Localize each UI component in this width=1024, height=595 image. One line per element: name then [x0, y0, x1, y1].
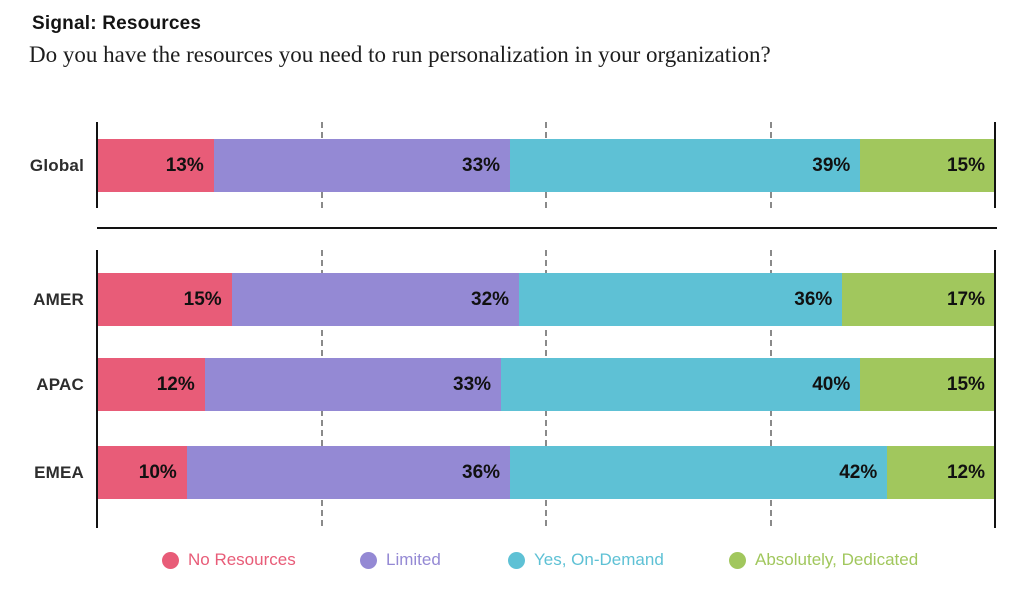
chart-title: Signal: Resources: [32, 13, 202, 34]
legend-label: Absolutely, Dedicated: [755, 550, 919, 569]
bar-row-amer: 15% 32% 36% 17%: [97, 273, 995, 326]
segment-value-label: 13%: [165, 154, 204, 176]
axis-line-left: [96, 122, 98, 208]
legend-dot-icon: [360, 551, 377, 569]
row-label-amer: AMER: [33, 290, 84, 309]
legend-dot-icon: [729, 551, 746, 569]
row-label-apac: APAC: [36, 375, 84, 394]
bar-segment-yes-on-demand: 42%: [510, 446, 888, 499]
bar-segment-limited: 33%: [213, 139, 511, 192]
regions-section: AMER APAC EMEA 15% 32% 36% 17% 12% 33% 40% 15% 10% 3…: [0, 250, 1024, 528]
plot-area-global: 13% 33% 39% 15%: [96, 122, 996, 208]
chart-legend: No Resources Limited Yes, On-Demand Absolut…: [0, 550, 1024, 570]
bar-segment-limited: 36%: [186, 446, 511, 499]
bar-segment-yes-on-demand: 39%: [510, 139, 861, 192]
bar-segment-absolutely-dedicated: 17%: [842, 273, 995, 326]
axis-line-right: [994, 250, 996, 528]
bar-segment-absolutely-dedicated: 15%: [860, 358, 995, 411]
bar-row-apac: 12% 33% 40% 15%: [97, 358, 995, 411]
plot-area-regions: 15% 32% 36% 17% 12% 33% 40% 15% 10% 36% 42% 12%: [96, 250, 996, 528]
segment-value-label: 15%: [946, 154, 985, 176]
segment-value-label: 32%: [471, 288, 510, 310]
chart-subtitle: Do you have the resources you need to ru…: [29, 42, 771, 67]
segment-value-label: 15%: [183, 288, 222, 310]
segment-value-label: 39%: [812, 154, 851, 176]
bar-segment-no-resources: 13%: [97, 139, 214, 192]
axis-line-right: [994, 122, 996, 208]
bar-segment-yes-on-demand: 40%: [501, 358, 861, 411]
bar-row-emea: 10% 36% 42% 12%: [97, 446, 995, 499]
segment-value-label: 12%: [946, 461, 985, 483]
bar-segment-limited: 32%: [231, 273, 520, 326]
segment-value-label: 36%: [462, 461, 501, 483]
segment-value-label: 33%: [453, 373, 492, 395]
legend-dot-icon: [162, 551, 179, 569]
axis-line-left: [96, 250, 98, 528]
legend-dot-icon: [508, 551, 525, 569]
segment-value-label: 33%: [462, 154, 501, 176]
segment-value-label: 12%: [156, 373, 195, 395]
legend-item-yes-on-demand: Yes, On-Demand: [508, 550, 664, 570]
legend-label: No Resources: [188, 550, 296, 569]
segment-value-label: 40%: [812, 373, 851, 395]
bar-segment-yes-on-demand: 36%: [519, 273, 843, 326]
global-section: Global 13% 33% 39% 15%: [0, 122, 1024, 208]
legend-label: Yes, On-Demand: [534, 550, 664, 569]
legend-item-absolutely-dedicated: Absolutely, Dedicated: [729, 550, 918, 570]
bar-segment-limited: 33%: [204, 358, 502, 411]
row-label-emea: EMEA: [34, 463, 84, 482]
bar-row-global: 13% 33% 39% 15%: [97, 139, 995, 192]
segment-value-label: 36%: [794, 288, 833, 310]
segment-value-label: 15%: [946, 373, 985, 395]
bar-segment-no-resources: 10%: [97, 446, 187, 499]
row-label-global: Global: [29, 156, 84, 175]
legend-item-no-resources: No Resources: [162, 550, 296, 570]
bar-segment-no-resources: 15%: [97, 273, 232, 326]
bar-segment-absolutely-dedicated: 12%: [887, 446, 995, 499]
legend-label: Limited: [386, 550, 441, 569]
section-divider: [97, 227, 997, 229]
segment-value-label: 42%: [839, 461, 878, 483]
bar-segment-absolutely-dedicated: 15%: [860, 139, 995, 192]
segment-value-label: 17%: [946, 288, 985, 310]
segment-value-label: 10%: [138, 461, 177, 483]
legend-item-limited: Limited: [360, 550, 441, 570]
bar-segment-no-resources: 12%: [97, 358, 205, 411]
